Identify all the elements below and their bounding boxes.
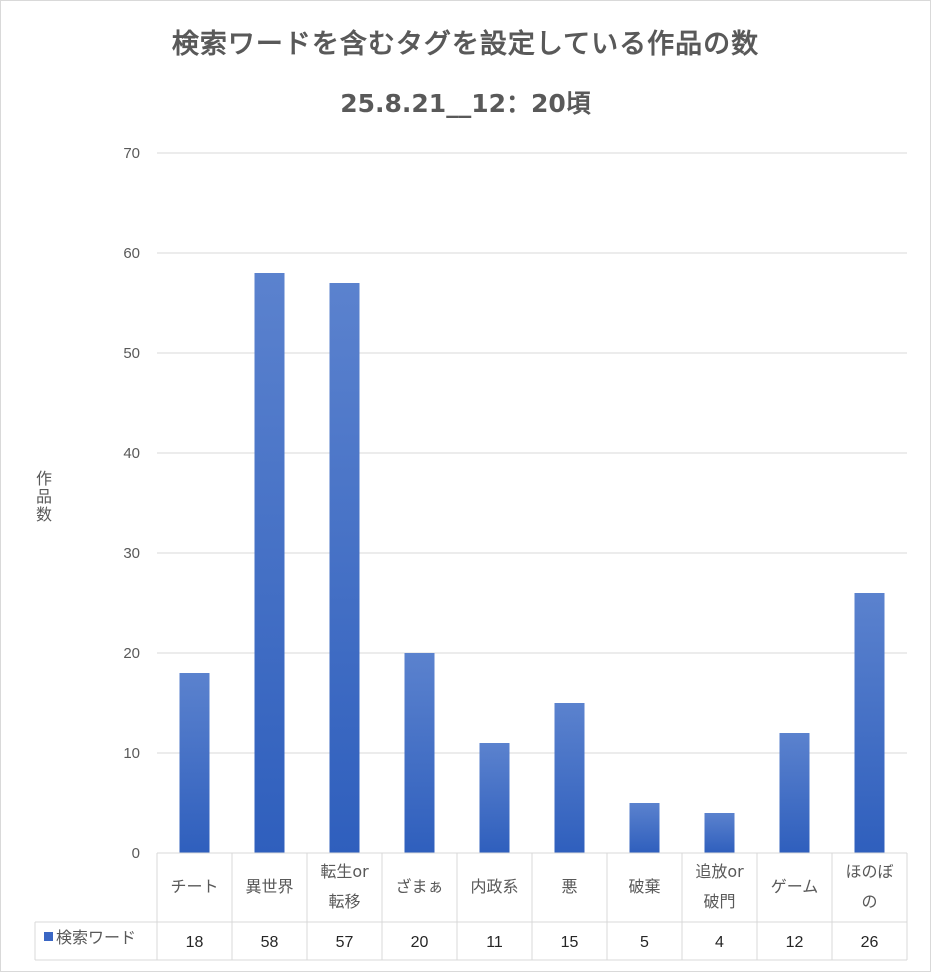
bar bbox=[404, 653, 435, 853]
category-label: 破門 bbox=[703, 892, 735, 911]
y-tick-label: 30 bbox=[123, 545, 140, 562]
category-label: ゲーム bbox=[771, 877, 819, 896]
bar bbox=[329, 283, 360, 853]
data-table-value: 12 bbox=[786, 934, 804, 951]
category-label: チート bbox=[170, 877, 218, 896]
y-tick-label: 70 bbox=[123, 145, 140, 162]
data-table-value: 20 bbox=[411, 934, 429, 951]
category-label: ほのぼ bbox=[845, 862, 893, 881]
category-label: の bbox=[861, 892, 877, 911]
data-table-value: 15 bbox=[561, 934, 579, 951]
y-axis-label: 作品数 bbox=[33, 470, 52, 524]
y-tick-label: 50 bbox=[123, 345, 140, 362]
data-table-value: 26 bbox=[861, 934, 879, 951]
data-table-value: 57 bbox=[336, 934, 354, 951]
y-tick-label: 0 bbox=[132, 845, 140, 862]
legend-key bbox=[44, 932, 53, 941]
category-label: ざまぁ bbox=[395, 877, 443, 896]
data-table-value: 5 bbox=[640, 934, 649, 951]
category-label: 追放or bbox=[695, 862, 744, 881]
bar bbox=[704, 813, 735, 853]
y-tick-label: 10 bbox=[123, 745, 140, 762]
bar bbox=[629, 803, 660, 853]
chart-title: 検索ワードを含むタグを設定している作品の数 bbox=[171, 29, 760, 60]
category-label: 転移 bbox=[328, 892, 360, 911]
category-label: 転生or bbox=[320, 862, 369, 881]
bar bbox=[254, 273, 285, 853]
y-tick-label: 40 bbox=[123, 445, 140, 462]
bar bbox=[779, 733, 810, 853]
y-tick-label: 60 bbox=[123, 245, 140, 262]
y-tick-label: 20 bbox=[123, 645, 140, 662]
category-label: 悪 bbox=[561, 877, 577, 896]
category-label: 破棄 bbox=[628, 877, 660, 896]
category-label: 内政系 bbox=[470, 877, 518, 896]
data-table-value: 58 bbox=[261, 934, 279, 951]
bar bbox=[479, 743, 510, 853]
bar bbox=[554, 703, 585, 853]
data-table-value: 11 bbox=[486, 934, 503, 951]
data-table-value: 4 bbox=[715, 934, 724, 951]
bar bbox=[179, 673, 210, 853]
bar bbox=[854, 593, 885, 853]
category-label: 異世界 bbox=[245, 877, 293, 896]
legend-label: 検索ワード bbox=[56, 928, 136, 947]
chart-subtitle: 25.8.21__12：20頃 bbox=[340, 89, 591, 118]
data-table-value: 18 bbox=[186, 934, 204, 951]
